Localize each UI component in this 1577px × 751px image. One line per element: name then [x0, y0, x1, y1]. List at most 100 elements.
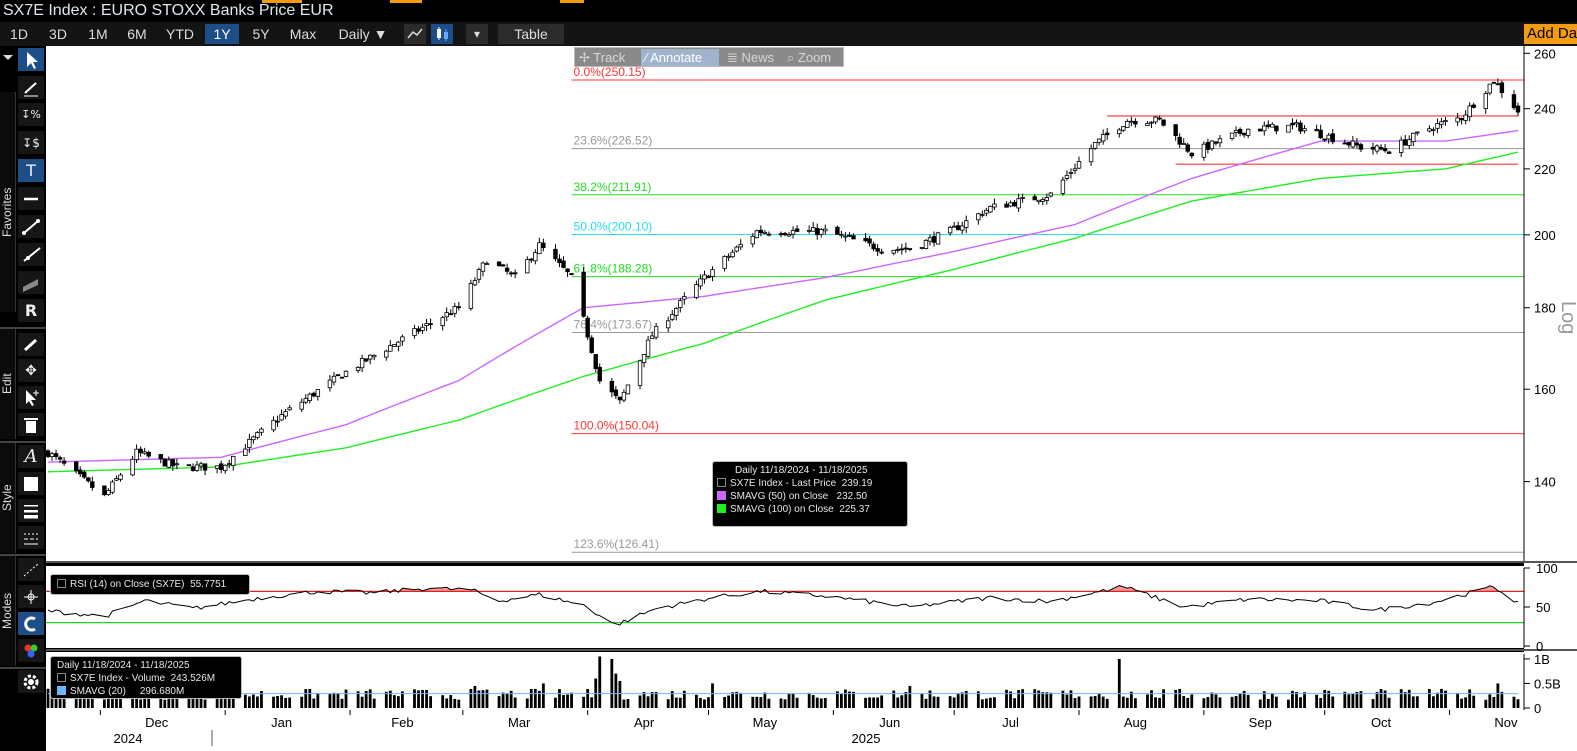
candle-body: [1105, 132, 1110, 136]
candle-body: [146, 451, 151, 457]
candle-body: [1012, 201, 1017, 207]
channel-icon[interactable]: [18, 271, 44, 295]
volume-bar: [417, 690, 420, 708]
volume-legend[interactable]: Daily 11/18/2024 - 11/18/2025 SX7E Index…: [50, 656, 242, 699]
candle-body: [1020, 196, 1025, 199]
volume-bar: [82, 690, 86, 708]
candle-body: [867, 238, 872, 244]
volume-bar: [626, 699, 630, 708]
candle-body: [875, 248, 880, 252]
volume-bar: [1146, 694, 1149, 708]
candle-body: [843, 235, 848, 238]
candle-body: [1270, 123, 1275, 128]
y-tick-label: 180: [1534, 301, 1556, 316]
period-ytd-button[interactable]: YTD: [166, 26, 194, 42]
fib-level-label: 38.2%(211.91): [574, 180, 652, 194]
magnet-mode-icon[interactable]: [18, 612, 44, 636]
candle-body: [400, 336, 405, 342]
period-1y-button[interactable]: 1Y: [205, 24, 239, 44]
draw-pencil-icon[interactable]: [18, 76, 44, 100]
volume-legend-header: Daily 11/18/2024 - 11/18/2025: [57, 660, 190, 671]
candle-body: [609, 380, 615, 393]
settings-gear-icon[interactable]: [18, 670, 44, 694]
rsi-legend[interactable]: RSI (14) on Close (SX7E) 55.7751: [50, 574, 250, 595]
fill-color-icon[interactable]: [18, 472, 44, 496]
news-button[interactable]: ≣ News: [727, 49, 781, 66]
x-axis-bg: [46, 710, 1577, 751]
chart-style-dropdown[interactable]: ▾: [466, 24, 488, 44]
horizontal-line-icon[interactable]: [18, 187, 44, 211]
fib-level-label: 123.6%(126.41): [574, 537, 659, 551]
style-category: Style: [0, 443, 16, 553]
period-1m-button[interactable]: 1M: [88, 26, 108, 42]
annotate-button[interactable]: ⁄ Annotate: [641, 49, 719, 66]
zoom-button[interactable]: ⌕ Zoom: [787, 49, 843, 66]
candle-body: [730, 251, 735, 258]
candle-body: [1407, 139, 1412, 146]
font-style-icon[interactable]: A: [18, 445, 44, 469]
trash-icon[interactable]: [18, 413, 44, 437]
candle-body: [758, 229, 764, 234]
candle-body: [1096, 138, 1102, 143]
volume-bar: [566, 694, 569, 708]
volume-bar: [1323, 689, 1327, 708]
collapse-arrow-icon[interactable]: [0, 46, 16, 70]
candle-body: [738, 243, 743, 248]
price-change-icon[interactable]: ↧$: [18, 131, 44, 155]
trendline-icon[interactable]: [18, 215, 44, 239]
legend-swatch: [717, 504, 726, 513]
period-1d-button[interactable]: 1D: [10, 26, 28, 42]
line-chart-icon[interactable]: [404, 24, 426, 44]
volume-bar: [392, 695, 396, 708]
text-tool-icon[interactable]: T: [18, 159, 44, 183]
period-5y-button[interactable]: 5Y: [252, 26, 270, 42]
legend-series-value: 232.50: [836, 491, 868, 502]
candle-body: [1205, 142, 1211, 150]
volume-bar: [360, 696, 364, 708]
color-palette-icon[interactable]: [18, 639, 44, 663]
fib-level-label: 76.4%(173.67): [574, 317, 653, 331]
move-icon[interactable]: ✥: [18, 359, 44, 383]
track-button[interactable]: ✢ Track: [579, 49, 639, 66]
candle-body: [1411, 132, 1416, 142]
price-legend[interactable]: Daily 11/18/2024 - 11/18/2025 SX7E Index…: [712, 461, 908, 527]
crosshair-mode-icon[interactable]: [18, 558, 44, 582]
period-6m-button[interactable]: 6M: [127, 26, 147, 42]
add-data-button[interactable]: Add Data: [1524, 24, 1577, 44]
candle-body: [223, 464, 228, 472]
volume-bar: [896, 697, 900, 708]
snap-mode-icon[interactable]: [18, 585, 44, 609]
legend-row-sma50: SMAVG (50) on Close 232.50: [717, 490, 903, 503]
candlestick-chart-icon[interactable]: [431, 24, 453, 44]
table-button[interactable]: Table: [498, 24, 564, 44]
volume-bar: [1033, 689, 1037, 708]
volume-bar: [251, 694, 255, 708]
volume-bar: [976, 691, 980, 708]
period-3d-button[interactable]: 3D: [49, 26, 67, 42]
candle-body: [613, 389, 619, 397]
frequency-dropdown[interactable]: Daily ▼: [338, 26, 388, 42]
volume-bar: [58, 694, 62, 708]
line-style-icon[interactable]: [18, 526, 44, 550]
volume-bar: [984, 698, 988, 708]
candle-body: [815, 227, 820, 236]
candle-body: [847, 234, 852, 237]
candle-body: [678, 300, 683, 309]
volume-bar: [469, 688, 473, 708]
candle-body: [484, 263, 490, 266]
candle-body: [1374, 145, 1380, 152]
percent-change-icon[interactable]: ↧%: [18, 103, 44, 127]
retracement-icon[interactable]: R: [18, 299, 44, 323]
pointer-icon[interactable]: [18, 48, 44, 72]
volume-bar: [308, 688, 312, 708]
add-point-icon[interactable]: [18, 386, 44, 410]
period-max-button[interactable]: Max: [289, 26, 317, 42]
candle-body: [947, 226, 953, 234]
x-month-label: Jul: [1002, 715, 1019, 730]
candle-body: [891, 249, 896, 254]
line-weight-icon[interactable]: [18, 499, 44, 523]
legend-series-name: SMAVG (20): [70, 686, 126, 697]
ray-line-icon[interactable]: [18, 243, 44, 267]
edit-pen-icon[interactable]: [18, 333, 44, 357]
chart-svg[interactable]: 0.0%(250.15) 23.6%(226.52) 38.2%(211.91) 50…: [45, 46, 1577, 751]
